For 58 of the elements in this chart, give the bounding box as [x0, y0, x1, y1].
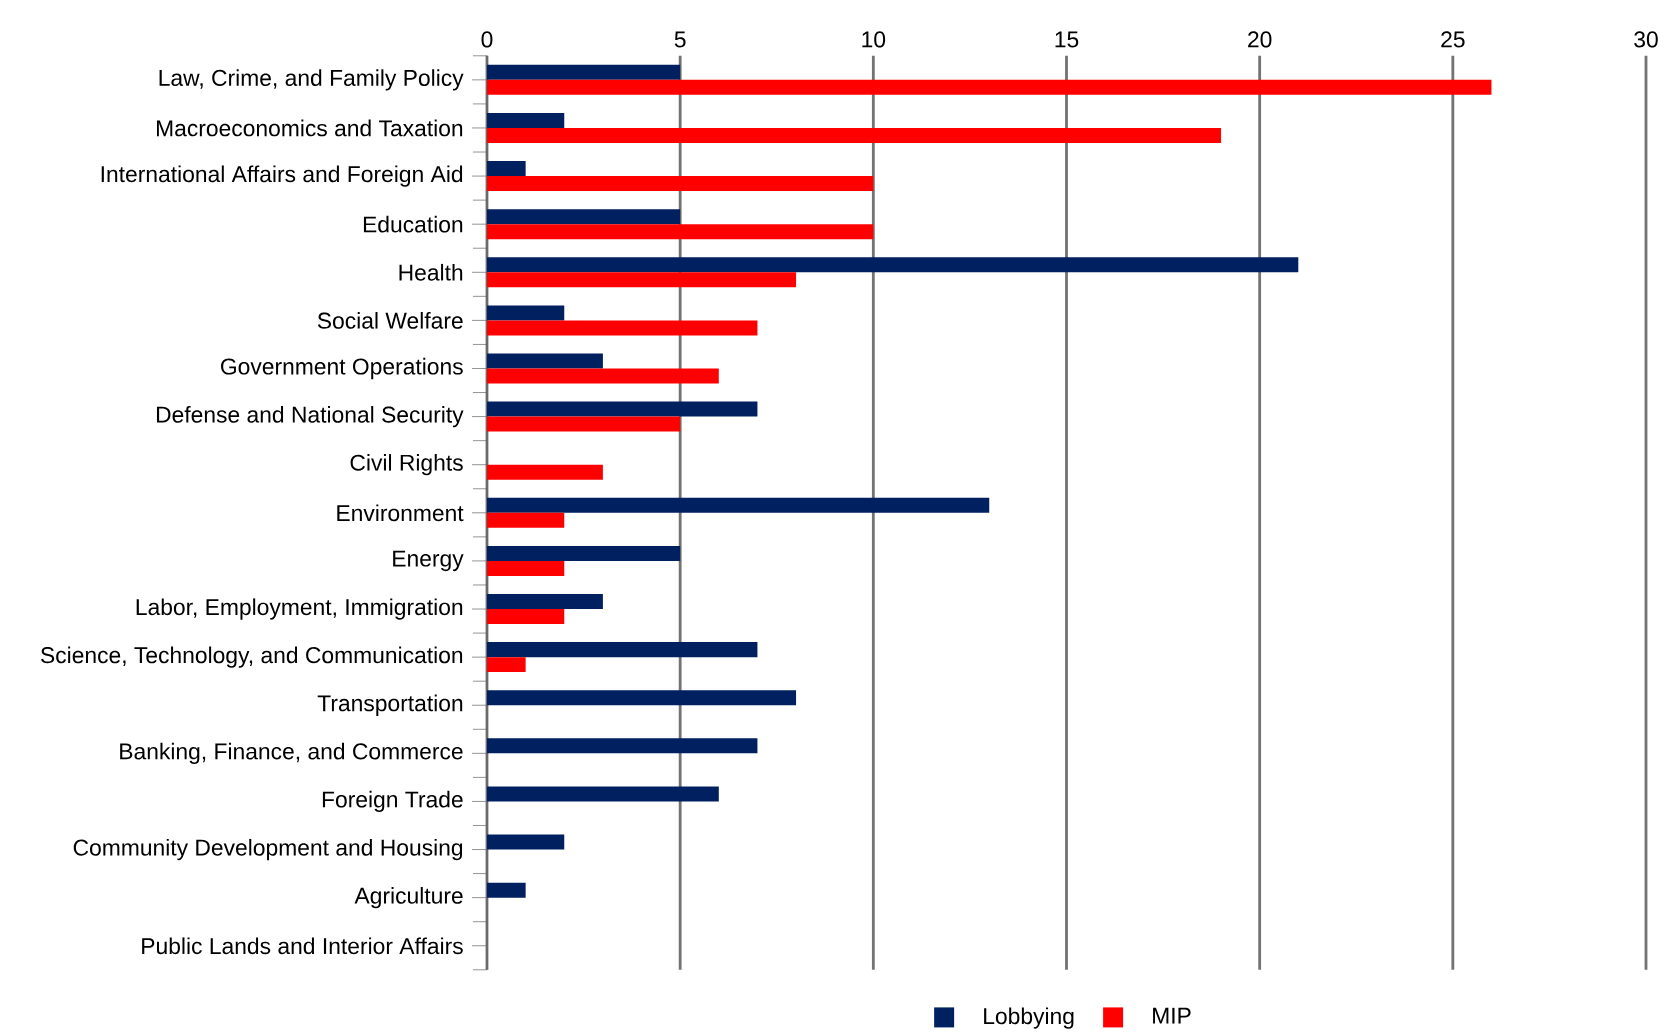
y-tick-label: Agriculture — [354, 887, 463, 909]
bar — [487, 272, 797, 288]
bar — [487, 594, 603, 610]
legend-label: Lobbying — [984, 1007, 1074, 1029]
bar — [487, 368, 719, 384]
bar — [487, 738, 758, 754]
y-tick-label: Banking, Finance, and Commerce — [120, 742, 463, 764]
y-tick-label: Health — [399, 263, 463, 281]
bar — [487, 161, 526, 177]
bar — [487, 642, 758, 658]
y-tick-label: Social Welfare — [317, 312, 463, 329]
bar — [487, 882, 526, 898]
bar — [487, 497, 990, 513]
x-tick-label: 25 — [1441, 31, 1465, 48]
bar — [487, 64, 681, 80]
y-tick-label: Environment — [337, 504, 464, 522]
y-tick-label: Science, Technology, and Communication — [41, 646, 463, 668]
y-tick-label: Defense and National Security — [156, 405, 464, 428]
y-tick-label: Macroeconomics and Taxation — [156, 119, 463, 137]
x-tick-label: 15 — [1055, 31, 1079, 48]
bar — [487, 176, 874, 192]
bar — [487, 786, 719, 802]
bar — [487, 353, 603, 369]
y-tick-label: Energy — [393, 550, 464, 572]
bar — [487, 257, 1299, 273]
bar — [487, 834, 565, 850]
bar — [487, 224, 874, 240]
y-tick-label: Civil Rights — [350, 454, 463, 476]
bar — [487, 305, 565, 321]
bar — [487, 545, 681, 561]
y-tick-label: International Affairs and Foreign Aid — [101, 165, 463, 187]
x-tick-label: 5 — [674, 31, 686, 48]
y-tick-label: Community Development and Housing — [73, 838, 463, 861]
bar — [487, 320, 758, 336]
bar — [487, 657, 526, 673]
y-tick-label: Government Operations — [221, 357, 463, 380]
bar — [487, 464, 603, 480]
bar — [487, 560, 565, 576]
x-tick-label: 20 — [1248, 31, 1272, 48]
bar — [487, 512, 565, 528]
legend-label: MIP — [1153, 1007, 1191, 1024]
bar — [487, 609, 565, 625]
x-tick-label: 10 — [862, 31, 886, 48]
bar — [487, 209, 681, 225]
x-tick-label: 30 — [1634, 31, 1658, 48]
bar — [487, 112, 565, 128]
y-tick-label: Transportation — [317, 694, 463, 716]
y-tick-label: Education — [363, 215, 463, 233]
bar — [487, 416, 681, 432]
bar — [487, 79, 1492, 95]
x-tick-label: 0 — [481, 31, 493, 48]
y-tick-label: Law, Crime, and Family Policy — [159, 69, 464, 91]
bar — [487, 127, 1222, 143]
y-tick-label: Foreign Trade — [322, 790, 463, 813]
y-tick-label: Labor, Employment, Immigration — [136, 598, 463, 620]
bar — [487, 690, 797, 706]
y-tick-label: Public Lands and Interior Affairs — [142, 937, 463, 955]
bar — [487, 401, 758, 417]
